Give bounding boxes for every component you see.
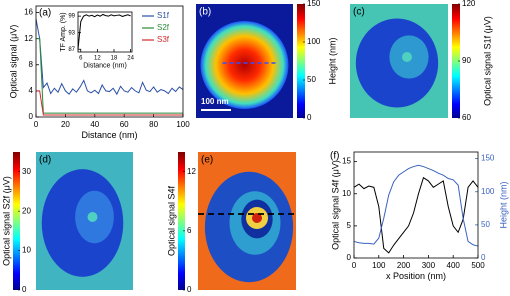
y-tick-label: 16 xyxy=(24,8,33,17)
x-axis-label: Distance (nm) xyxy=(83,63,127,70)
colorbar xyxy=(297,4,305,118)
x-tick-label: 40 xyxy=(90,120,99,129)
x-tick-label: 300 xyxy=(422,261,436,270)
y2-tick-label: 50 xyxy=(481,220,490,229)
plot-frame xyxy=(35,5,184,118)
colorbar xyxy=(13,152,20,290)
colorbar-tick-label: 6 xyxy=(187,226,192,235)
y-axis-label: TF Amp. (%) xyxy=(60,12,67,51)
panel-label: (a) xyxy=(39,8,51,19)
panel-label: (f) xyxy=(330,151,339,162)
series-line xyxy=(36,38,183,114)
colorbar-tick-label: 120 xyxy=(462,0,476,8)
colorbar-tick-label: 20 xyxy=(22,206,31,215)
series-line xyxy=(353,176,479,254)
colorbar-tick-label: 150 xyxy=(307,0,321,8)
y-tick-label: 15 xyxy=(342,157,351,166)
x-tick-label: 100 xyxy=(176,120,190,129)
x-tick-label: 20 xyxy=(61,120,70,129)
y2-tick-label: 150 xyxy=(481,154,495,163)
colorbar-tick-label: 10 xyxy=(22,246,31,255)
y-axis-label: Optical signal S4f (μV) xyxy=(330,160,340,250)
x-tick-label: 60 xyxy=(120,120,129,129)
x-tick-label: 200 xyxy=(397,261,411,270)
colorbar-tick-label: 90 xyxy=(462,56,471,65)
plot-frame xyxy=(353,151,479,259)
colorbar xyxy=(452,4,460,118)
colorbar-tick-label: 0 xyxy=(22,285,27,294)
y2-axis-label: Height (nm) xyxy=(498,181,508,228)
x-tick-label: 80 xyxy=(149,120,158,129)
y-tick-label: 5 xyxy=(347,221,352,230)
x-tick-label: 6 xyxy=(79,56,83,62)
series-line xyxy=(353,164,479,247)
series-line xyxy=(35,18,184,96)
colorbar-label: Optical signal S2f (μV) xyxy=(1,176,11,266)
y-tick-label: 0 xyxy=(347,253,352,262)
y-tick-label: 12 xyxy=(24,34,33,43)
scale-label: 100 nm xyxy=(201,97,229,106)
series-line xyxy=(77,13,131,50)
y2-tick-label: 0 xyxy=(481,253,486,262)
x-tick-label: 400 xyxy=(447,261,461,270)
colorbar-label: Optical signal S1f (μV) xyxy=(482,16,492,106)
x-tick-label: 100 xyxy=(372,261,386,270)
colorbar-tick-label: 60 xyxy=(462,113,471,122)
colorbar-label: Optical signal S4f xyxy=(166,185,176,256)
colorbar-tick-label: 100 xyxy=(307,37,321,46)
colorbar-label: Height (nm) xyxy=(327,37,337,84)
y-tick-label: 87 xyxy=(68,47,75,53)
image-feature xyxy=(402,52,412,62)
legend-label: S3f xyxy=(157,35,170,44)
colorbar-tick-label: 50 xyxy=(307,75,316,84)
x-tick-label: 0 xyxy=(352,261,357,270)
plot-frame xyxy=(77,11,133,53)
panel-label: (e) xyxy=(201,155,213,166)
y-tick-label: 10 xyxy=(342,189,351,198)
colorbar-tick-label: 30 xyxy=(22,167,31,176)
x-tick-label: 24 xyxy=(127,56,134,62)
colorbar-tick-label: 0 xyxy=(187,285,192,294)
inset-background xyxy=(78,12,132,52)
panel-label: (c) xyxy=(353,7,365,18)
y-tick-label: 93 xyxy=(68,30,75,36)
series-line xyxy=(36,90,183,116)
y-tick-label: 99 xyxy=(68,14,75,20)
panel-label: (b) xyxy=(199,7,211,18)
y-tick-label: 4 xyxy=(29,86,34,95)
y2-tick-label: 100 xyxy=(481,187,495,196)
image-feature xyxy=(200,21,289,109)
y-tick-label: 8 xyxy=(29,60,34,69)
x-axis-label: x Position (nm) xyxy=(386,271,446,281)
colorbar xyxy=(178,152,185,290)
y-axis-label: Optical signal (μV) xyxy=(8,25,18,99)
colorbar-tick-label: 12 xyxy=(187,167,196,176)
x-tick-label: 500 xyxy=(471,261,485,270)
image-feature xyxy=(87,212,98,222)
legend-label: S2f xyxy=(157,23,170,32)
x-tick-label: 18 xyxy=(111,56,118,62)
x-tick-label: 12 xyxy=(94,56,101,62)
panel-label: (d) xyxy=(39,155,51,166)
y-tick-label: 0 xyxy=(29,112,34,121)
colorbar-tick-label: 0 xyxy=(307,113,312,122)
image-feature xyxy=(252,213,262,223)
x-tick-label: 0 xyxy=(34,120,39,129)
x-axis-label: Distance (nm) xyxy=(81,130,137,140)
legend-label: S1f xyxy=(157,11,170,20)
